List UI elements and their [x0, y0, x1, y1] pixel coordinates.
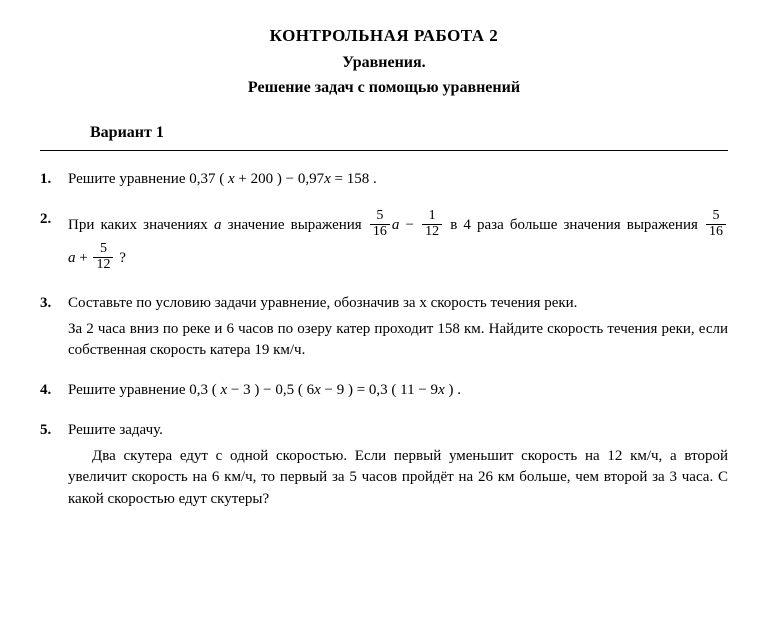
problem-body: Решите задачу. Два скутера едут с одной …	[68, 420, 728, 515]
problem-5: 5. Решите задачу. Два скутера едут с одн…	[40, 420, 728, 515]
problem-number: 1.	[40, 169, 68, 195]
numerator: 5	[93, 242, 113, 258]
problem-text: Два скутера едут с одной скоростью. Если…	[68, 446, 728, 511]
variant-label: Вариант 1	[90, 121, 728, 144]
denominator: 16	[706, 225, 726, 240]
problem-text: Решите уравнение	[68, 171, 189, 187]
problem-4: 4. Решите уравнение 0,3 ( x − 3 ) − 0,5 …	[40, 380, 728, 406]
problem-text: .	[369, 171, 377, 187]
problem-text: При каких значениях	[68, 217, 214, 233]
problem-number: 2.	[40, 209, 68, 279]
problem-body: Решите уравнение 0,37 ( x + 200 ) − 0,97…	[68, 169, 728, 195]
fraction: 516	[370, 209, 390, 239]
problem-text: Решите уравнение	[68, 382, 189, 398]
denominator: 16	[370, 225, 390, 240]
header-subtitle-2: Решение задач с помощью уравнений	[40, 76, 728, 99]
problem-body: При каких значениях a значение выражения…	[68, 209, 728, 279]
fraction: 516	[706, 209, 726, 239]
problem-text: .	[453, 382, 461, 398]
problem-number: 5.	[40, 420, 68, 515]
header-block: КОНТРОЛЬНАЯ РАБОТА 2 Уравнения. Решение …	[40, 24, 728, 99]
header-subtitle-1: Уравнения.	[40, 51, 728, 74]
problem-number: 3.	[40, 293, 68, 366]
expression: a −	[392, 217, 420, 233]
problem-lead: Решите задачу.	[68, 420, 728, 442]
problem-2: 2. При каких значениях a значение выраже…	[40, 209, 728, 279]
header-title: КОНТРОЛЬНАЯ РАБОТА 2	[40, 24, 728, 49]
denominator: 12	[422, 225, 442, 240]
equation: 0,37 ( x + 200 ) − 0,97x = 158	[189, 171, 369, 187]
problem-list: 1. Решите уравнение 0,37 ( x + 200 ) − 0…	[40, 169, 728, 515]
fraction: 512	[93, 242, 113, 272]
fraction: 112	[422, 209, 442, 239]
problem-text: ?	[115, 250, 125, 266]
problem-body: Решите уравнение 0,3 ( x − 3 ) − 0,5 ( 6…	[68, 380, 728, 406]
problem-text: значение выражения	[221, 217, 367, 233]
denominator: 12	[93, 258, 113, 273]
problem-body: Составьте по условию задачи уравнение, о…	[68, 293, 728, 366]
numerator: 5	[370, 209, 390, 225]
problem-text: За 2 часа вниз по реке и 6 часов по озер…	[68, 319, 728, 363]
problem-text: Составьте по условию задачи уравнение, о…	[68, 293, 728, 315]
problem-1: 1. Решите уравнение 0,37 ( x + 200 ) − 0…	[40, 169, 728, 195]
divider	[40, 150, 728, 151]
problem-text: в 4 раза больше значения выражения	[450, 217, 704, 233]
expression: a +	[68, 250, 91, 266]
numerator: 1	[422, 209, 442, 225]
problem-number: 4.	[40, 380, 68, 406]
problem-3: 3. Составьте по условию задачи уравнение…	[40, 293, 728, 366]
equation: 0,3 ( x − 3 ) − 0,5 ( 6x − 9 ) = 0,3 ( 1…	[189, 382, 453, 398]
numerator: 5	[706, 209, 726, 225]
